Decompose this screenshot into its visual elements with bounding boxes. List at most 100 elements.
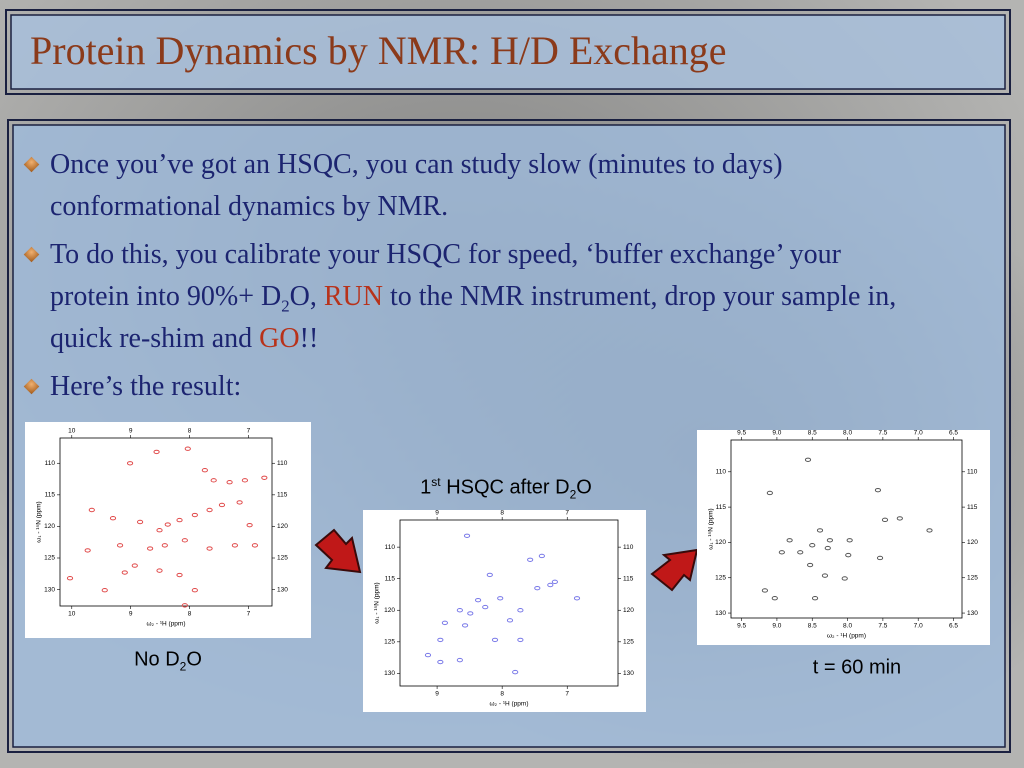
peak bbox=[164, 522, 171, 527]
y-tick-label: 130 bbox=[44, 586, 55, 593]
peak bbox=[497, 596, 504, 601]
bullet-icon bbox=[23, 156, 40, 173]
peak bbox=[467, 611, 474, 616]
peak bbox=[547, 582, 554, 588]
peak bbox=[824, 545, 831, 551]
peak bbox=[926, 528, 933, 533]
x-tick-label: 7 bbox=[565, 510, 569, 517]
text-run: O, bbox=[289, 281, 324, 312]
peak bbox=[101, 588, 108, 593]
text-run: GO bbox=[259, 323, 300, 354]
plot-frame bbox=[59, 437, 273, 607]
bullet-item: To do this, you calibrate your HSQC for … bbox=[23, 234, 914, 360]
y-tick-label: 115 bbox=[716, 504, 727, 511]
peak bbox=[845, 552, 852, 558]
peak bbox=[176, 572, 183, 578]
peak bbox=[896, 516, 903, 521]
x-tick-label: 9.5 bbox=[737, 430, 746, 437]
text-run: No D bbox=[134, 648, 180, 671]
y-tick-label: 110 bbox=[45, 460, 56, 467]
peak bbox=[176, 517, 183, 523]
y-axis-label: ω₁ - ¹⁵N (ppm) bbox=[36, 501, 43, 542]
peak bbox=[816, 528, 824, 533]
peak bbox=[218, 502, 226, 508]
peak bbox=[184, 446, 191, 451]
y-tick-label: 120 bbox=[277, 523, 288, 530]
y-tick-label: 110 bbox=[716, 469, 727, 476]
y-tick-label: 120 bbox=[967, 539, 978, 546]
y-tick-label: 125 bbox=[623, 639, 634, 646]
bullet-icon bbox=[23, 246, 40, 263]
peak bbox=[226, 480, 233, 485]
x-tick-label: 7.0 bbox=[914, 623, 923, 630]
x-tick-label: 9.0 bbox=[772, 430, 781, 437]
peak bbox=[797, 550, 804, 555]
y-tick-label: 110 bbox=[277, 460, 288, 467]
plot-frame bbox=[730, 439, 963, 619]
peak bbox=[517, 608, 524, 613]
x-axis-label: ω₂ - ¹H (ppm) bbox=[827, 633, 866, 640]
peak bbox=[201, 468, 208, 473]
x-tick-label: 9 bbox=[435, 691, 439, 698]
peak bbox=[441, 620, 449, 626]
x-tick-label: 7 bbox=[247, 611, 251, 618]
peak bbox=[876, 555, 884, 561]
peak bbox=[161, 543, 168, 548]
peak bbox=[231, 543, 238, 548]
bullet-item: Here’s the result: bbox=[23, 366, 914, 408]
y-tick-label: 115 bbox=[277, 492, 288, 499]
y-tick-label: 120 bbox=[384, 607, 395, 614]
x-tick-label: 9 bbox=[435, 510, 439, 517]
y-tick-label: 125 bbox=[715, 574, 726, 581]
peak bbox=[766, 490, 773, 496]
peak bbox=[191, 512, 198, 518]
spectrum-panel: 9.5 9.5 9.0 9.0 8.5 8.5 8.0 8.0 7.5 7.5 7.0 7.0 6.5 6… bbox=[697, 430, 990, 645]
x-tick-label: 8 bbox=[188, 428, 192, 435]
peak bbox=[131, 563, 138, 568]
peak bbox=[181, 538, 188, 543]
y-tick-label: 115 bbox=[385, 575, 396, 582]
text-run: Here’s the result: bbox=[50, 371, 242, 402]
peak bbox=[121, 570, 128, 575]
arrow bbox=[314, 528, 362, 574]
peak bbox=[841, 576, 848, 581]
x-tick-label: 7.5 bbox=[878, 623, 887, 630]
peak bbox=[846, 538, 853, 543]
peak bbox=[246, 522, 253, 528]
peak bbox=[463, 533, 471, 538]
text-run: O bbox=[186, 648, 202, 671]
x-tick-label: 9 bbox=[129, 428, 133, 435]
peak bbox=[109, 516, 117, 521]
content-frame bbox=[7, 119, 1011, 753]
text-run: t = 60 min bbox=[812, 656, 902, 679]
peak bbox=[786, 538, 793, 543]
peak bbox=[191, 588, 198, 593]
spectrum-caption: t = 60 min bbox=[813, 657, 901, 680]
text-run: st bbox=[431, 474, 441, 489]
peak bbox=[210, 478, 217, 483]
peak bbox=[517, 637, 524, 643]
x-tick-label: 6.5 bbox=[949, 623, 958, 630]
y-tick-label: 110 bbox=[385, 544, 396, 551]
text-run: HSQC after D bbox=[440, 476, 570, 499]
peak bbox=[236, 500, 243, 505]
y-tick-label: 130 bbox=[384, 670, 395, 677]
bullet-list: Once you’ve got an HSQC, you can study s… bbox=[23, 144, 914, 414]
y-tick-label: 130 bbox=[715, 610, 726, 617]
title-box bbox=[10, 14, 1006, 90]
peak bbox=[474, 597, 482, 603]
peak bbox=[506, 618, 514, 623]
peak bbox=[156, 528, 163, 533]
peak bbox=[156, 568, 163, 573]
peak bbox=[437, 637, 444, 643]
peak bbox=[482, 604, 489, 610]
peak bbox=[88, 507, 95, 513]
x-tick-label: 10 bbox=[68, 611, 76, 618]
x-tick-label: 8 bbox=[500, 510, 504, 517]
text-run: O bbox=[576, 476, 592, 499]
peak bbox=[826, 538, 833, 543]
spectrum-background bbox=[697, 430, 990, 645]
peak bbox=[84, 548, 91, 553]
peak bbox=[534, 585, 541, 591]
